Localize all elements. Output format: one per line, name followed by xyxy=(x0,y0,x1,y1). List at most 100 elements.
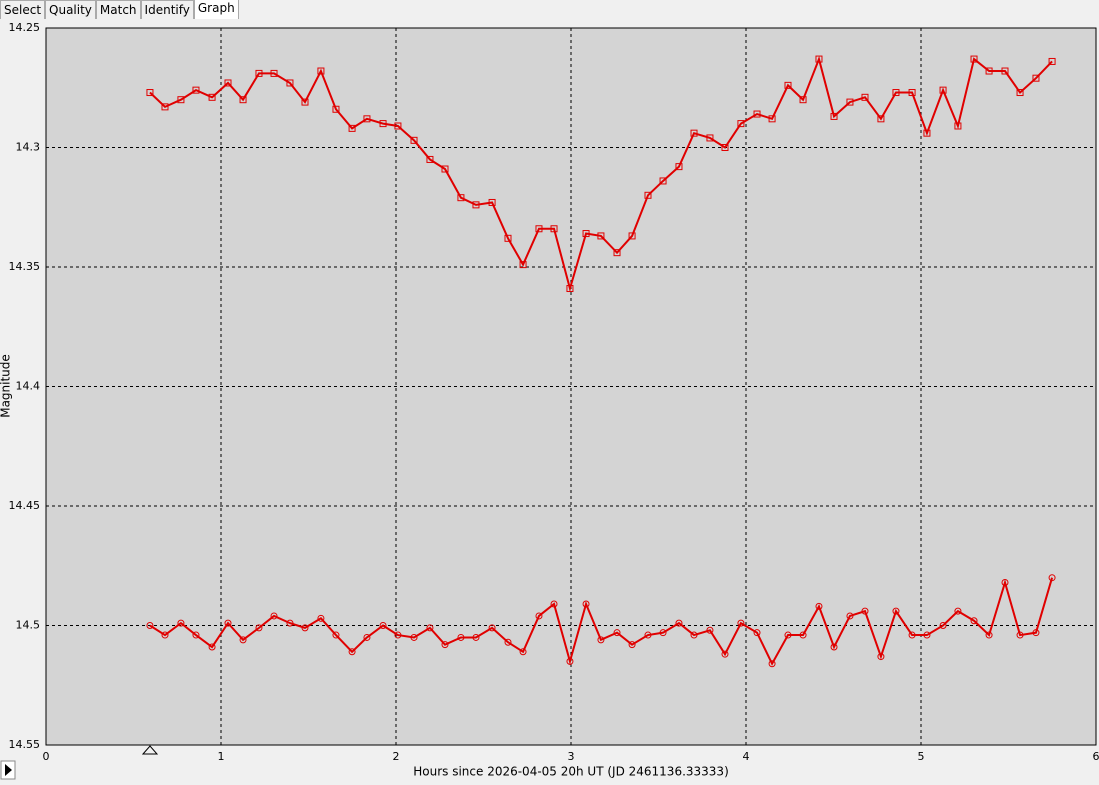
data-point xyxy=(877,115,885,123)
data-point xyxy=(394,631,402,639)
data-point xyxy=(721,144,729,151)
data-point xyxy=(690,631,698,639)
data-point xyxy=(768,115,776,123)
data-point xyxy=(550,600,558,608)
tab[interactable]: Match xyxy=(95,0,141,19)
series-line xyxy=(149,577,1054,666)
tab-bar: Select Quality Match Identify Graph xyxy=(0,0,239,19)
y-tick-label: 14.5 xyxy=(16,619,41,632)
time-cursor xyxy=(141,745,159,755)
data-point xyxy=(208,643,216,651)
data-point xyxy=(597,232,605,240)
data-point xyxy=(985,67,993,75)
data-point xyxy=(410,633,418,641)
y-tick-label: 14.25 xyxy=(9,21,41,34)
data-point xyxy=(208,93,216,101)
data-point xyxy=(363,115,371,123)
data-point xyxy=(954,122,962,130)
data-point xyxy=(301,624,309,632)
data-point xyxy=(472,633,480,641)
data-point xyxy=(1032,629,1040,637)
data-point xyxy=(706,134,714,142)
data-point xyxy=(721,650,729,658)
tab[interactable]: Select xyxy=(0,0,46,19)
data-point xyxy=(426,155,434,163)
data-point xyxy=(628,232,636,240)
data-point xyxy=(255,69,263,77)
data-point xyxy=(892,89,900,97)
data-point xyxy=(363,633,371,641)
y-tick-label: 14.55 xyxy=(9,738,41,751)
data-point xyxy=(192,86,200,94)
data-point xyxy=(348,648,356,656)
data-point xyxy=(954,607,962,615)
data-point xyxy=(644,631,652,639)
x-tick-label: 4 xyxy=(743,750,750,763)
data-point xyxy=(332,105,340,113)
data-point xyxy=(877,653,885,661)
data-point xyxy=(815,55,823,63)
data-point xyxy=(535,225,543,233)
x-tick-label: 1 xyxy=(218,750,225,763)
data-point xyxy=(317,67,325,75)
data-point xyxy=(861,93,869,101)
data-point xyxy=(504,638,512,646)
data-point xyxy=(504,234,512,242)
y-tick-label: 14.3 xyxy=(16,141,41,154)
data-point xyxy=(394,122,402,130)
data-point xyxy=(441,165,449,173)
data-point xyxy=(613,249,621,257)
data-point xyxy=(472,201,480,209)
data-point xyxy=(908,631,916,639)
data-point xyxy=(1001,578,1009,586)
data-point xyxy=(535,612,543,620)
data-point xyxy=(597,636,605,644)
data-point xyxy=(161,631,169,639)
data-point xyxy=(317,614,325,622)
data-point xyxy=(286,79,294,87)
data-point xyxy=(488,198,496,206)
data-point xyxy=(566,285,574,293)
data-point xyxy=(177,619,185,627)
data-point xyxy=(239,636,247,644)
data-point xyxy=(348,124,356,132)
data-point xyxy=(830,643,838,651)
data-point xyxy=(675,619,683,627)
data-point xyxy=(1016,89,1024,97)
tab[interactable]: Identify xyxy=(140,0,194,19)
data-point xyxy=(970,55,978,63)
x-tick-label: 5 xyxy=(918,750,925,763)
data-point xyxy=(892,607,900,615)
data-point xyxy=(286,619,294,627)
tab[interactable]: Quality xyxy=(45,0,96,19)
data-point xyxy=(799,631,807,639)
data-point xyxy=(830,112,838,120)
series-line xyxy=(149,55,1053,293)
data-point xyxy=(768,660,776,668)
x-tick-label: 0 xyxy=(43,750,50,763)
data-point xyxy=(706,626,714,634)
data-point xyxy=(332,631,340,639)
data-point xyxy=(582,600,590,608)
data-point xyxy=(301,98,309,106)
x-tick-label: 3 xyxy=(568,750,575,763)
data-point xyxy=(161,103,169,111)
data-point xyxy=(1048,574,1056,582)
data-point xyxy=(846,98,854,106)
data-point xyxy=(582,230,590,238)
x-tick-label: 2 xyxy=(393,750,400,763)
data-point xyxy=(923,631,931,639)
data-point xyxy=(224,79,232,87)
data-point xyxy=(1032,74,1040,82)
data-point xyxy=(923,129,931,137)
data-point xyxy=(970,617,978,625)
tab[interactable]: Graph xyxy=(193,0,239,19)
data-point xyxy=(846,612,854,620)
y-tick-label: 14.35 xyxy=(9,260,41,273)
data-point xyxy=(815,602,823,610)
data-point xyxy=(737,619,745,627)
data-point xyxy=(1048,57,1056,65)
data-point xyxy=(146,622,154,629)
